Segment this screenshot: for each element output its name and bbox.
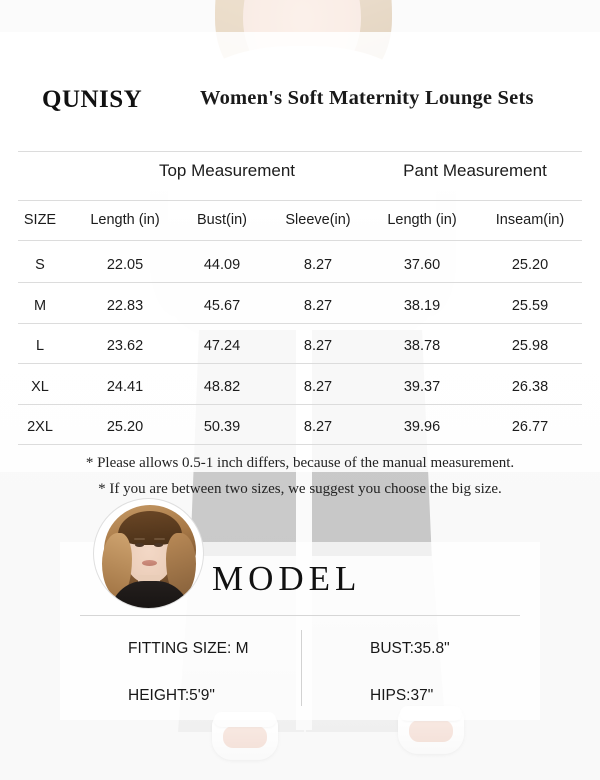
table-row: L (35, 338, 45, 354)
table-row: 39.37 (403, 379, 441, 395)
table-row: 47.24 (203, 338, 241, 354)
divider-row-s (18, 282, 582, 283)
table-row: 23.62 (106, 338, 144, 354)
table-row: 2XL (27, 419, 53, 435)
column-header-top-length: Length (in) (90, 212, 160, 228)
column-header-pant-length: Length (in) (387, 212, 457, 228)
divider-column-headers (18, 240, 582, 241)
table-row: 38.19 (403, 298, 441, 314)
divider-header (18, 151, 582, 152)
table-row: 8.27 (303, 298, 333, 314)
divider-model-stats-vertical (301, 630, 302, 706)
column-header-size: SIZE (23, 212, 57, 228)
table-row: 25.20 (511, 257, 549, 273)
column-header-inseam: Inseam(in) (495, 212, 565, 228)
table-row: 8.27 (303, 257, 333, 273)
divider-row-l (18, 363, 582, 364)
table-row: 25.20 (106, 419, 144, 435)
table-row: 22.83 (106, 298, 144, 314)
divider-row-xl (18, 404, 582, 405)
table-row: 22.05 (106, 257, 144, 273)
product-title: Women's Soft Maternity Lounge Sets (200, 87, 534, 109)
table-row: 8.27 (303, 419, 333, 435)
table-row: 8.27 (303, 379, 333, 395)
group-header-pant-measurement: Pant Measurement (403, 161, 547, 180)
model-stat-hips: HIPS:37" (370, 687, 434, 704)
divider-row-2xl (18, 444, 582, 445)
model-stat-bust: BUST:35.8" (370, 640, 450, 657)
divider-group-headers (18, 200, 582, 201)
table-row: 8.27 (303, 338, 333, 354)
table-row: 25.98 (511, 338, 549, 354)
model-stat-fitting-size: FITTING SIZE: M (128, 640, 249, 657)
table-row: XL (31, 379, 49, 395)
group-header-top-measurement: Top Measurement (158, 161, 296, 180)
table-row: 48.82 (203, 379, 241, 395)
size-table-panel: QUNISY Women's Soft Maternity Lounge Set… (0, 32, 600, 497)
table-row: 39.96 (403, 419, 441, 435)
brand-logo: QUNISY (42, 86, 143, 113)
model-heading: MODEL (212, 559, 362, 598)
table-row: 25.59 (511, 298, 549, 314)
divider-row-m (18, 323, 582, 324)
column-header-bust: Bust(in) (197, 212, 247, 228)
table-row: 44.09 (203, 257, 241, 273)
note-measurement-tolerance: * Please allows 0.5-1 inch differs, beca… (85, 455, 515, 471)
model-stat-height: HEIGHT:5'9" (128, 687, 215, 704)
avatar-eyebrow-left (134, 538, 145, 540)
table-row: 24.41 (106, 379, 144, 395)
avatar-eye-left (135, 543, 144, 547)
table-row: 26.38 (511, 379, 549, 395)
model-portrait-avatar (93, 498, 204, 609)
avatar-eye-right (154, 543, 163, 547)
table-row: 26.77 (511, 419, 549, 435)
table-row: 45.67 (203, 298, 241, 314)
avatar-lips (142, 560, 157, 566)
table-row: 37.60 (403, 257, 441, 273)
note-between-sizes: * If you are between two sizes, we sugge… (98, 481, 502, 497)
divider-model-heading (80, 615, 520, 616)
table-row: 50.39 (203, 419, 241, 435)
table-row: 38.78 (403, 338, 441, 354)
avatar-eyebrow-right (154, 538, 165, 540)
table-row: S (35, 257, 45, 273)
table-row: M (33, 298, 47, 314)
column-header-sleeve: Sleeve(in) (285, 212, 351, 228)
